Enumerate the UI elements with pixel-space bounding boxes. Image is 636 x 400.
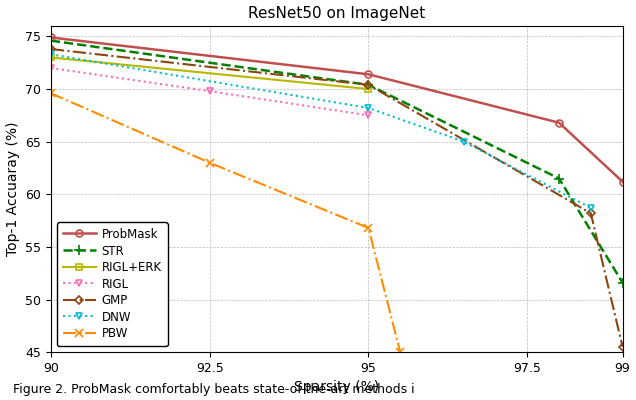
STR: [555, 176, 563, 181]
ProbMask: [619, 179, 626, 184]
RIGL+ERK: [47, 55, 55, 60]
STR: [47, 38, 55, 43]
X-axis label: Sparsity (%): Sparsity (%): [294, 380, 379, 394]
RIGL: [206, 89, 214, 94]
Legend: ProbMask, STR, RIGL+ERK, RIGL, GMP, DNW, PBW: ProbMask, STR, RIGL+ERK, RIGL, GMP, DNW,…: [57, 222, 168, 346]
DNW: [587, 206, 595, 210]
Line: RIGL+ERK: RIGL+ERK: [48, 55, 371, 92]
Line: DNW: DNW: [47, 51, 594, 212]
Line: RIGL: RIGL: [47, 64, 372, 119]
PBW: [364, 226, 372, 230]
ProbMask: [47, 35, 55, 40]
Title: ResNet50 on ImageNet: ResNet50 on ImageNet: [248, 6, 425, 20]
Line: PBW: PBW: [46, 89, 404, 356]
Line: ProbMask: ProbMask: [47, 34, 626, 185]
PBW: [206, 160, 214, 165]
DNW: [47, 52, 55, 57]
ProbMask: [555, 120, 563, 125]
RIGL: [47, 66, 55, 70]
GMP: [364, 82, 372, 87]
Line: STR: STR: [46, 36, 628, 288]
PBW: [396, 350, 404, 354]
Y-axis label: Top-1 Accuaray (%): Top-1 Accuaray (%): [6, 122, 20, 256]
STR: [619, 280, 626, 285]
STR: [364, 82, 372, 87]
GMP: [47, 47, 55, 52]
DNW: [364, 106, 372, 110]
Line: GMP: GMP: [48, 46, 625, 350]
RIGL: [364, 113, 372, 118]
ProbMask: [364, 72, 372, 77]
GMP: [587, 211, 595, 216]
DNW: [460, 139, 467, 144]
PBW: [47, 91, 55, 96]
GMP: [619, 344, 626, 349]
Text: Figure 2. ProbMask comfortably beats state-of-the-art methods i: Figure 2. ProbMask comfortably beats sta…: [13, 383, 414, 396]
RIGL+ERK: [364, 87, 372, 92]
